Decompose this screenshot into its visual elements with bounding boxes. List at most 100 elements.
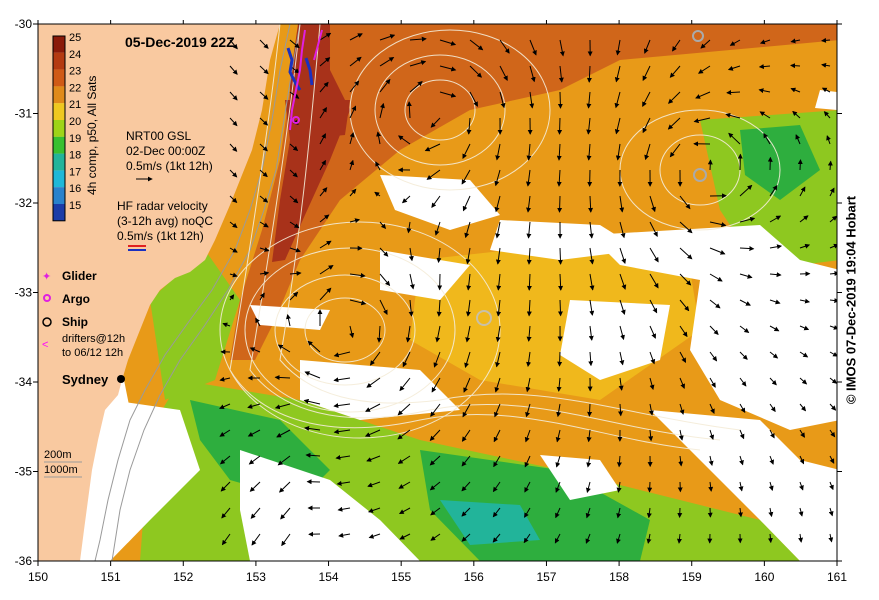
drifter-legend-label-2: to 06/12 12h [62, 347, 123, 359]
velocity-arrow [524, 507, 531, 518]
velocity-arrow [558, 65, 564, 83]
velocity-arrow [619, 351, 625, 366]
velocity-arrow [492, 533, 501, 543]
velocity-arrow [319, 133, 326, 145]
colorbar-swatch [53, 52, 65, 70]
velocity-arrow [406, 221, 412, 234]
velocity-arrows [219, 32, 837, 547]
velocity-arrow [739, 325, 750, 334]
velocity-arrow [220, 481, 231, 492]
velocity-arrow [828, 507, 834, 517]
velocity-arrow [759, 111, 771, 119]
velocity-arrow [588, 221, 594, 239]
velocity-arrow [401, 195, 411, 204]
velocity-arrow [649, 247, 659, 263]
velocity-arrow [259, 247, 270, 252]
velocity-arrow [259, 39, 269, 49]
velocity-arrow [759, 39, 771, 45]
colorbar-swatch [53, 103, 65, 120]
x-tick-label: 150 [28, 570, 48, 584]
velocity-arrow [829, 187, 835, 197]
velocity-arrow [492, 481, 501, 493]
land-australia [38, 24, 280, 561]
velocity-arrow [496, 299, 502, 317]
colorbar: 25 24 23 22 21 20 19 18 17 16 15 [52, 32, 81, 222]
velocity-arrow [790, 38, 801, 44]
velocity-arrow [250, 507, 261, 519]
x-tick-label: 151 [101, 570, 121, 584]
velocity-arrow [729, 39, 741, 46]
velocity-arrow [526, 299, 532, 317]
colorbar-tick-label: 23 [69, 66, 81, 78]
velocity-arrow [349, 272, 366, 278]
velocity-arrow [586, 429, 592, 443]
velocity-arrow [259, 117, 269, 126]
velocity-arrow [829, 298, 837, 304]
colorbar-swatch [53, 153, 65, 171]
velocity-arrow [349, 80, 360, 93]
velocity-arrow [222, 322, 231, 328]
colorbar-tick-label: 25 [69, 32, 81, 44]
velocity-arrow [619, 273, 627, 290]
velocity-arrow [229, 39, 238, 50]
velocity-arrow [679, 247, 693, 260]
velocity-arrow [758, 64, 771, 70]
argo-legend-label: Argo [62, 292, 90, 306]
velocity-arrow [221, 507, 231, 519]
velocity-arrow [277, 344, 291, 353]
velocity-arrow [619, 247, 627, 264]
velocity-arrow [304, 371, 321, 379]
colorbar-swatch [53, 136, 65, 154]
velocity-arrow [556, 169, 562, 187]
velocity-arrow [529, 39, 537, 56]
x-tick-label: 157 [536, 570, 556, 584]
velocity-arrow [799, 298, 811, 304]
velocity-arrow [370, 351, 381, 366]
velocity-arrow [274, 403, 291, 410]
velocity-arrow [679, 221, 693, 234]
x-tick-label: 156 [464, 570, 484, 584]
velocity-arrow [669, 143, 681, 158]
velocity-arrow [725, 112, 741, 119]
x-tick-label: 152 [173, 570, 193, 584]
velocity-arrow [494, 403, 501, 418]
velocity-arrow [436, 299, 442, 317]
x-tick-label: 161 [827, 570, 847, 584]
velocity-arrow [618, 403, 624, 417]
velocity-arrow [464, 351, 471, 368]
velocity-arrow [769, 455, 774, 465]
velocity-arrow [739, 216, 756, 223]
velocity-arrow [336, 480, 351, 486]
velocity-arrow [349, 56, 362, 67]
velocity-arrow [495, 351, 501, 368]
velocity-arrow [799, 377, 808, 385]
velocity-arrow [524, 481, 531, 493]
velocity-arrow [739, 273, 753, 279]
velocity-arrow [405, 325, 411, 343]
velocity-arrow [709, 351, 718, 362]
velocity-arrow [433, 351, 441, 368]
velocity-arrow [375, 161, 381, 171]
isobath-label-200m: 200m [44, 449, 72, 461]
drifter-legend-symbol: < [42, 339, 48, 351]
velocity-arrow [649, 351, 656, 365]
velocity-arrow [799, 455, 805, 465]
velocity-arrow [281, 533, 291, 547]
velocity-arrow [333, 377, 351, 383]
velocity-arrow [247, 429, 261, 437]
velocity-arrow [526, 195, 532, 213]
velocity-arrow [289, 169, 298, 178]
velocity-arrow [379, 34, 396, 41]
velocity-arrow [615, 143, 621, 161]
velocity-arrow [555, 429, 561, 443]
x-tick-label: 155 [391, 570, 411, 584]
velocity-arrow [555, 507, 561, 519]
ship-track-marker [692, 30, 704, 42]
velocity-arrow [259, 143, 268, 152]
velocity-arrow [556, 377, 562, 392]
velocity-arrow [672, 39, 681, 52]
velocity-arrow [219, 376, 231, 382]
velocity-arrow [430, 507, 441, 516]
velocity-arrow [769, 185, 778, 197]
velocity-arrow [588, 195, 594, 213]
